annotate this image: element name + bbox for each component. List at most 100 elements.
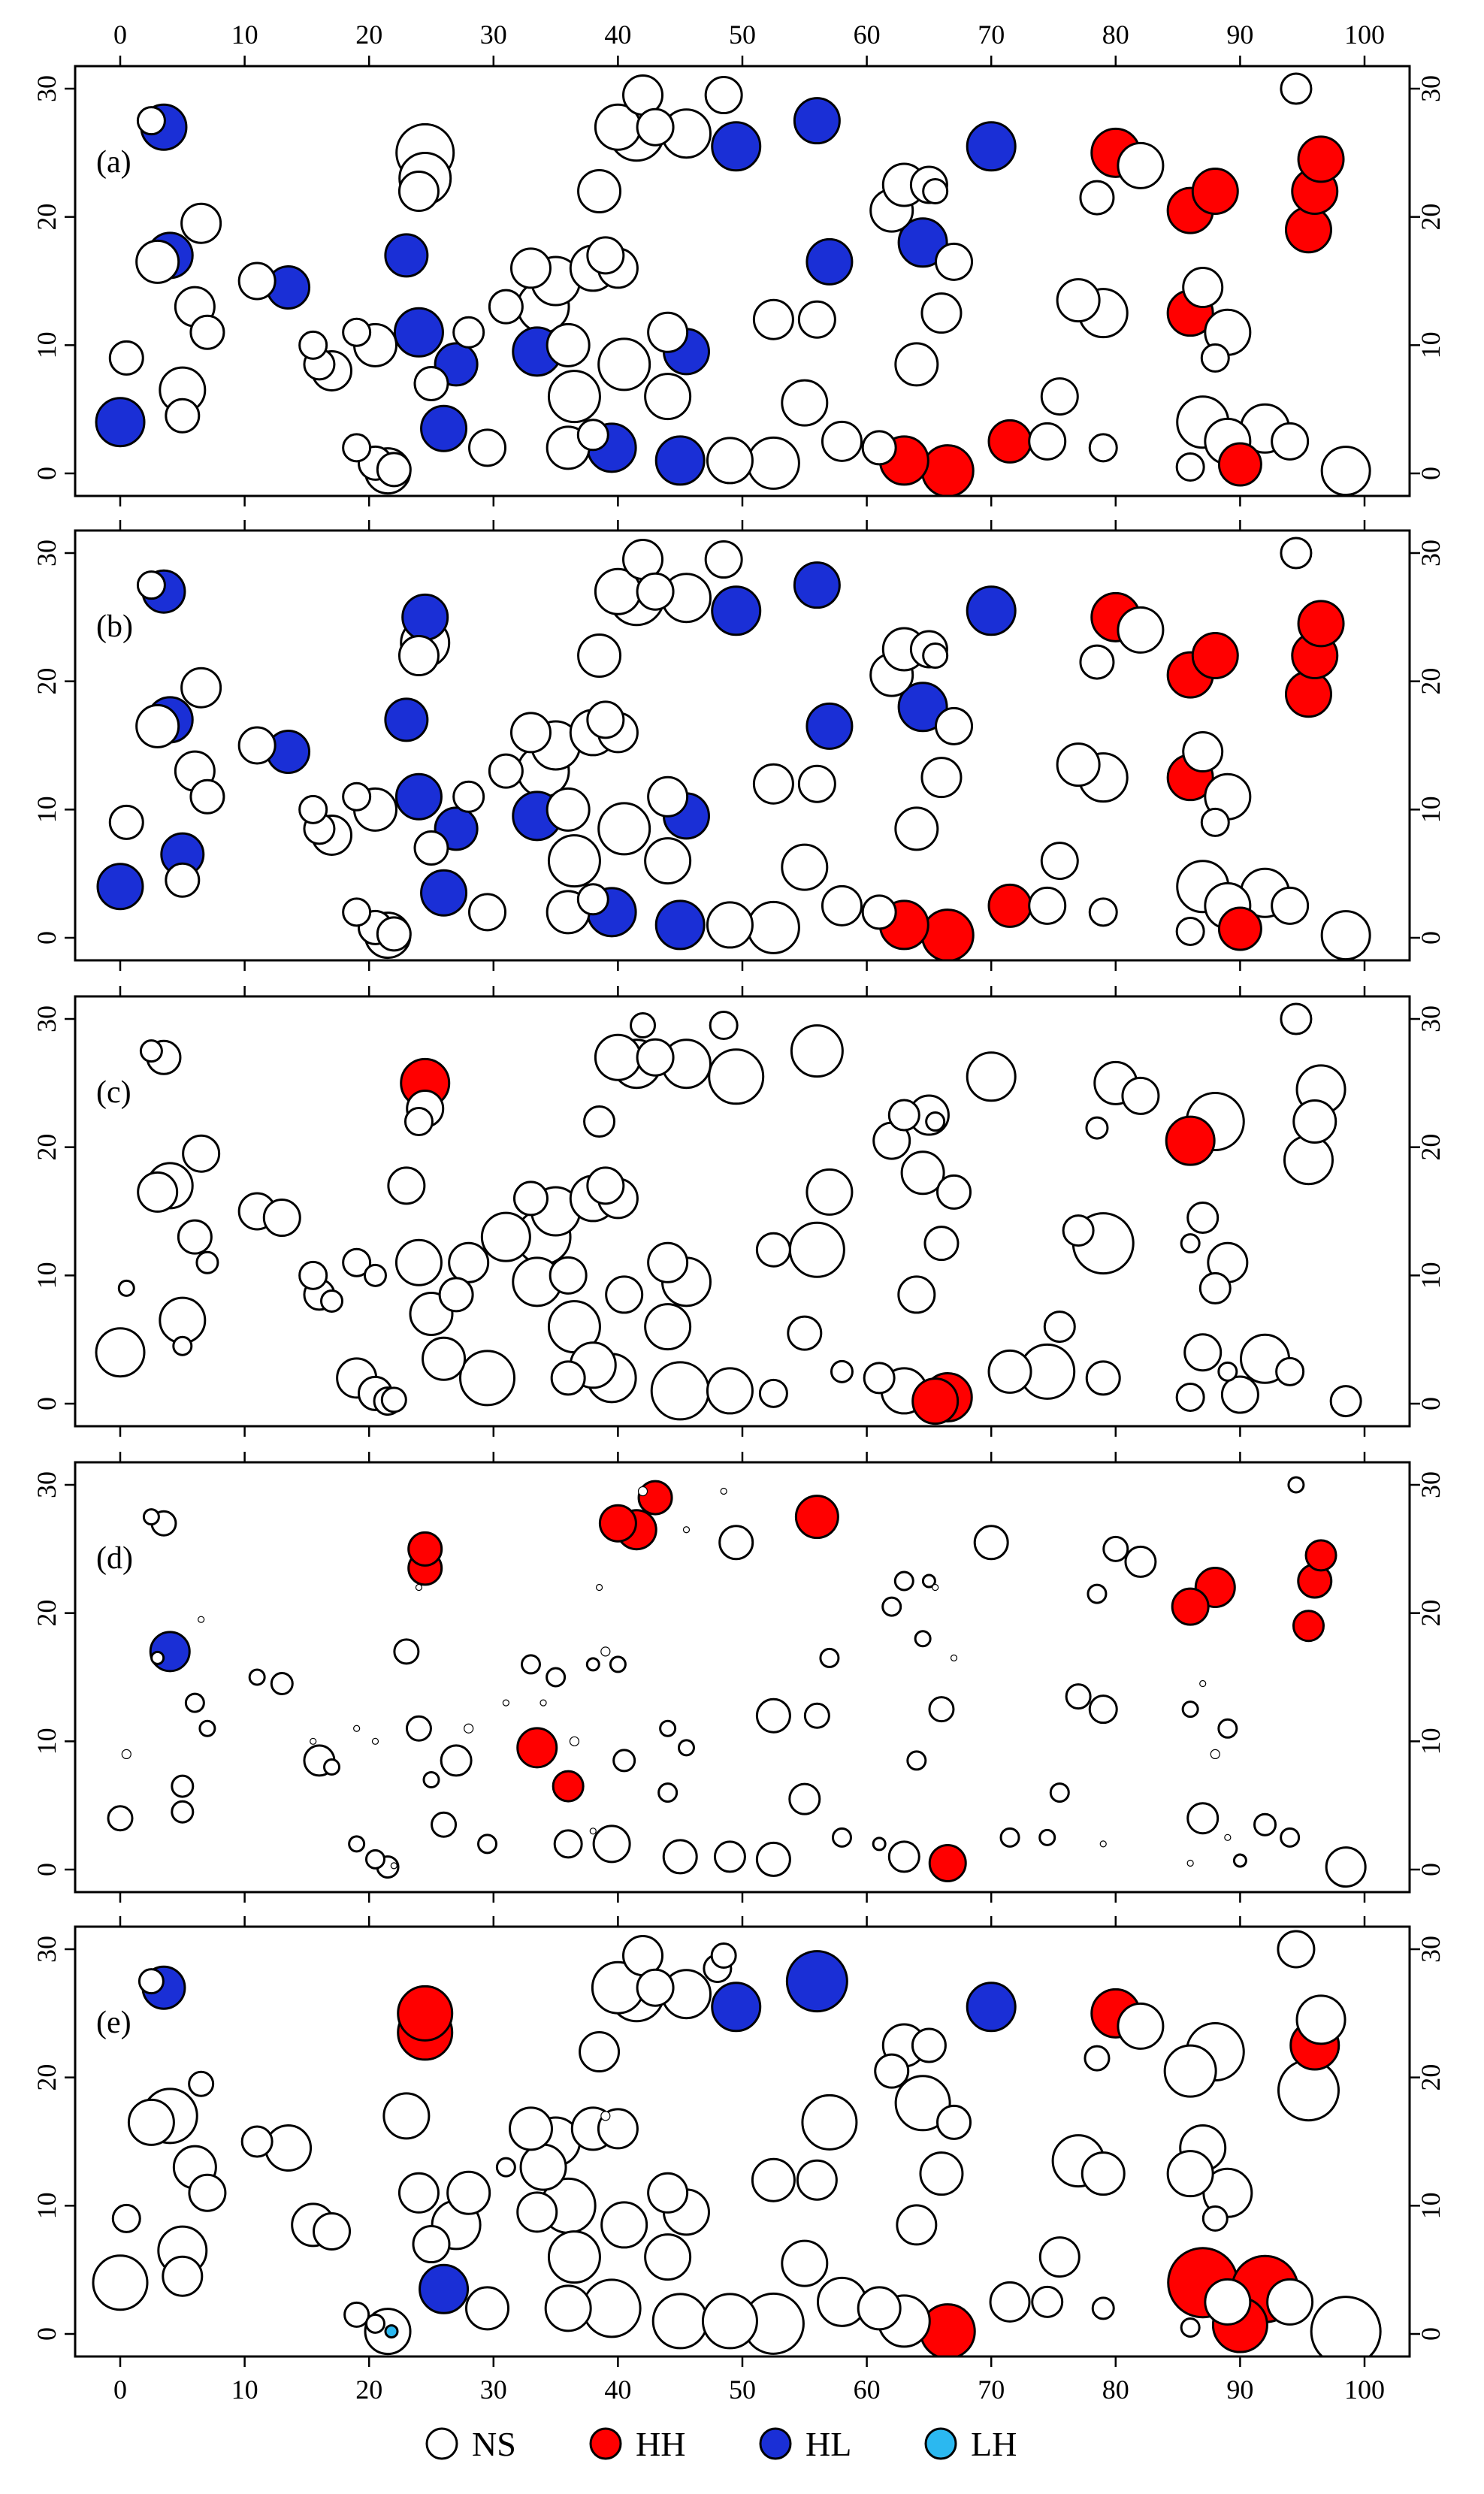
point-ns [165, 398, 201, 434]
point-hl [394, 772, 443, 821]
point-ns [1186, 1859, 1194, 1867]
point-ns [465, 2286, 510, 2331]
x-tick-label-top: 70 [978, 20, 1005, 50]
point-ns [630, 1012, 657, 1039]
point-ns [790, 1024, 844, 1078]
point-ns [1217, 1361, 1238, 1382]
point-ns [452, 780, 485, 813]
point-ns [600, 1646, 611, 1657]
point-ns [1163, 2044, 1217, 2098]
point-ns [171, 1774, 195, 1798]
point-ns [1232, 1853, 1247, 1868]
point-ns [1180, 1233, 1201, 1254]
point-hh [1297, 600, 1345, 648]
legend-marker-ns [425, 2427, 458, 2460]
point-ns [906, 1750, 927, 1771]
point-ns [1200, 343, 1230, 373]
y-tick-label-right: 20 [1416, 668, 1446, 695]
point-ns [342, 317, 372, 347]
point-ns [546, 1667, 567, 1688]
point-ns [237, 261, 277, 301]
point-ns [781, 379, 829, 427]
point-ns [446, 2170, 491, 2215]
point-ns [579, 2031, 621, 2073]
point-ns [111, 2203, 141, 2233]
point-ns [544, 2284, 592, 2332]
point-ns [1280, 72, 1313, 105]
point-ns [1224, 1833, 1232, 1841]
point-ns [198, 1616, 205, 1623]
point-hh [397, 1985, 454, 2042]
point-ns [1329, 1385, 1362, 1418]
point-ns [1220, 1375, 1259, 1414]
point-ns [950, 1654, 958, 1661]
point-hh [598, 1504, 637, 1543]
point-ns [95, 1327, 146, 1378]
point-ns [1271, 886, 1310, 925]
point-ns [502, 1699, 509, 1707]
point-ns [298, 330, 328, 360]
panel-b-label: (b) [96, 609, 133, 644]
point-hh [920, 908, 975, 960]
x-tick-label-top: 0 [113, 20, 127, 50]
point-hl [966, 585, 1017, 636]
point-ns [1031, 2285, 1064, 2318]
point-ns [136, 570, 166, 600]
point-ns [547, 370, 601, 424]
y-tick-label-right: 30 [1416, 1936, 1446, 1963]
point-ns [139, 1039, 163, 1063]
point-ns [612, 1749, 636, 1773]
point-ns [585, 1657, 600, 1672]
point-ns [1062, 1214, 1095, 1247]
point-hh [794, 1495, 839, 1540]
point-ns [706, 437, 754, 485]
point-ns [468, 428, 507, 467]
point-ns [781, 843, 829, 891]
point-ns [195, 1250, 219, 1274]
point-ns [546, 322, 591, 367]
point-hh [1297, 135, 1345, 183]
point-ns [108, 804, 144, 840]
point-hl [95, 397, 146, 448]
point-ns [177, 1219, 213, 1255]
point-ns [746, 900, 800, 954]
point-ns [363, 1263, 387, 1287]
point-ns [1280, 537, 1313, 570]
point-hl [393, 307, 444, 358]
point-ns [1028, 422, 1067, 461]
point-ns [1295, 1994, 1346, 2045]
point-ns [1175, 916, 1205, 946]
point-ns [704, 540, 743, 579]
point-ns [706, 1367, 754, 1415]
point-ns [592, 1824, 631, 1864]
point-ns [863, 1362, 896, 1395]
point-ns [387, 1166, 426, 1205]
point-ns [1271, 422, 1310, 461]
point-ns [298, 794, 328, 824]
point-ns [1091, 2296, 1115, 2320]
point-ns [376, 452, 412, 488]
x-tick-label-top: 60 [854, 20, 881, 50]
point-hh [1217, 906, 1262, 951]
panel-d-points [107, 1476, 1367, 1888]
point-ns [150, 1650, 165, 1665]
y-tick-label-right: 30 [1416, 1005, 1446, 1032]
point-ns [135, 239, 180, 284]
point-ns [1266, 2278, 1314, 2326]
point-ns [323, 1758, 341, 1776]
point-ns [577, 169, 622, 214]
panels-group: 0 0 10 10 20 20 30 30 (a) 0 0 10 10 20 20 30 30 (b) 0 0 10 10… [32, 56, 1446, 2367]
point-ns [922, 642, 949, 670]
point-ns [1040, 842, 1079, 881]
point-ns [755, 1841, 791, 1877]
point-ns [787, 1315, 823, 1351]
point-ns [1277, 1930, 1316, 1969]
point-ns [519, 2143, 567, 2191]
point-ns [440, 1744, 473, 1777]
point-ns [605, 1275, 644, 1314]
point-ns [189, 778, 225, 815]
panel-b: 0 0 10 10 20 20 30 30 (b) [32, 520, 1446, 971]
point-ns [413, 366, 449, 402]
point-ns [1056, 278, 1101, 323]
legend-label-hh: HH [636, 2425, 685, 2463]
